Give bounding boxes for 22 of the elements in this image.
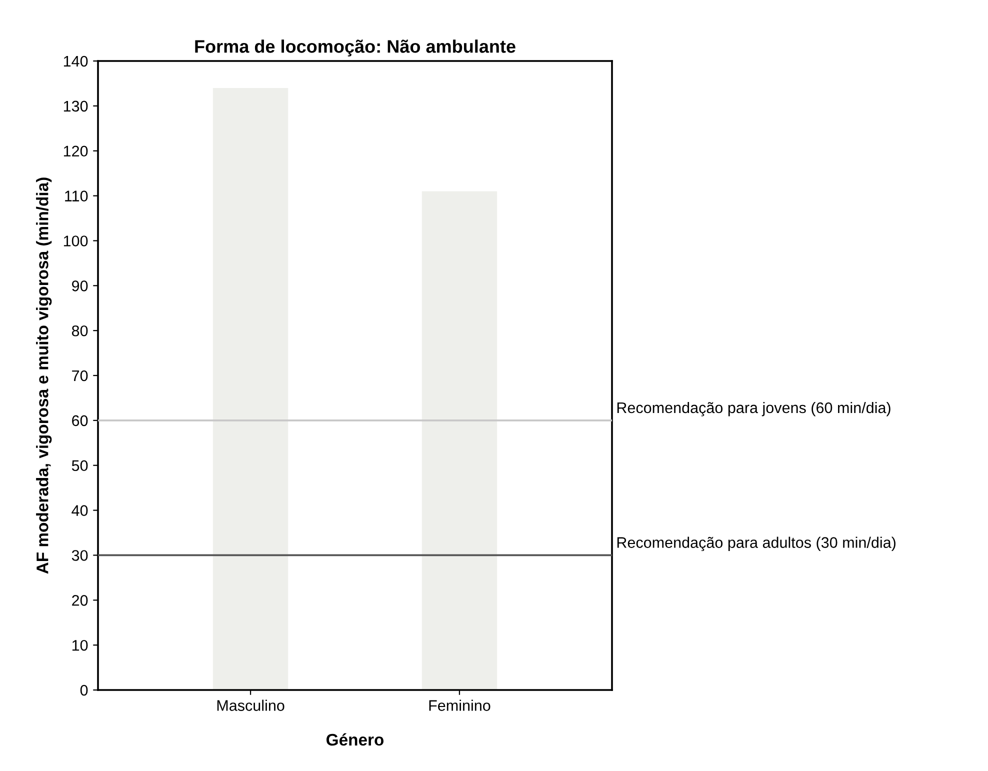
- ref-line-label: Recomendação para jovens (60 min/dia): [617, 402, 890, 416]
- chart-title: Forma de locomoção: Não ambulante: [195, 40, 516, 56]
- y-tick-label: 10: [72, 640, 88, 651]
- y-tick-label: 140: [64, 56, 88, 67]
- y-tick-label: 70: [72, 370, 88, 382]
- y-tick-label: 120: [64, 146, 88, 157]
- y-axis-title: AF moderada, vigorosa e muito vigorosa (min/dia): [36, 178, 52, 574]
- y-tick-label: 90: [72, 280, 88, 292]
- ref-line-label: Recomendação para adultos (30 min/dia): [617, 536, 896, 552]
- y-tick-label: 50: [72, 460, 88, 472]
- y-tick-label: 20: [72, 595, 88, 606]
- y-tick-label: 30: [72, 550, 88, 561]
- y-tick-label: 80: [72, 325, 88, 336]
- y-tick-label: 110: [65, 190, 88, 202]
- y-tick-label: 60: [72, 415, 88, 426]
- x-tick-label: Masculino: [217, 700, 284, 711]
- y-tick-label: 130: [64, 100, 88, 112]
- y-tick-label: 0: [80, 684, 88, 696]
- x-tick-label: Feminino: [429, 700, 490, 711]
- y-tick-label: 100: [64, 236, 88, 246]
- y-tick-label: 40: [72, 505, 88, 516]
- x-axis-title: Género: [326, 733, 384, 746]
